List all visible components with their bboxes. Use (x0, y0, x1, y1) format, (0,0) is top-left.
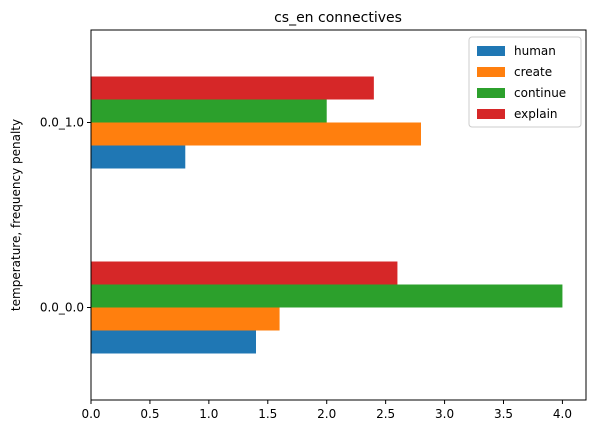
x-tick-label: 1.0 (199, 407, 218, 421)
bar-human-0.0_0.0 (91, 330, 256, 354)
bar-continue-0.0_1.0 (91, 99, 327, 123)
x-tick-label: 2.0 (317, 407, 336, 421)
y-ticks: 0.0_0.0 0.0_1.0 (40, 116, 91, 315)
legend-label-continue: continue (514, 86, 566, 100)
bar-human-0.0_1.0 (91, 145, 186, 169)
y-axis-label: temperature, frequency penalty (9, 119, 23, 311)
legend-label-create: create (514, 65, 552, 79)
bar-create-0.0_1.0 (91, 122, 421, 146)
legend-box (468, 36, 582, 128)
x-tick-label: 0.5 (140, 407, 159, 421)
bar-continue-0.0_0.0 (91, 284, 563, 308)
x-tick-label: 1.5 (258, 407, 277, 421)
x-tick-label: 2.5 (376, 407, 395, 421)
plot-frame (90, 29, 587, 401)
legend-swatch-human (477, 46, 505, 56)
x-ticks: 0.0 0.5 1.0 1.5 2.0 2.5 3.0 3.5 4.0 (81, 400, 572, 421)
bars-group (91, 76, 563, 354)
x-tick-label: 0.0 (81, 407, 100, 421)
legend-swatch-continue (477, 88, 505, 98)
y-tick-label: 0.0_1.0 (40, 116, 84, 130)
y-tick-label: 0.0_0.0 (40, 301, 84, 315)
legend-label-explain: explain (514, 107, 558, 121)
x-tick-label: 4.0 (553, 407, 572, 421)
bar-create-0.0_0.0 (91, 307, 280, 331)
legend-label-human: human (514, 44, 556, 58)
chart-title: cs_en connectives (274, 10, 402, 26)
legend-swatch-explain (477, 109, 505, 119)
legend-swatch-create (477, 67, 505, 77)
legend: human create continue explain (468, 36, 582, 128)
x-tick-label: 3.0 (435, 407, 454, 421)
x-tick-label: 3.5 (494, 407, 513, 421)
bar-explain-0.0_1.0 (91, 76, 374, 100)
bar-explain-0.0_0.0 (91, 261, 398, 285)
